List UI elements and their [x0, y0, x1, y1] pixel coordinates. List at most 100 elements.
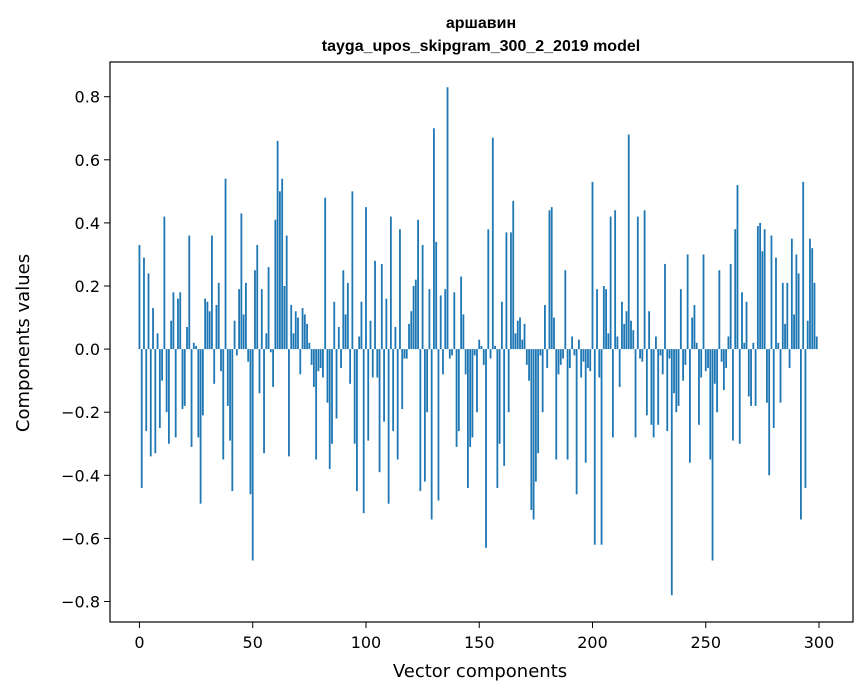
bar	[652, 349, 655, 438]
bar	[283, 286, 286, 350]
bar	[206, 301, 209, 350]
bar	[317, 349, 320, 372]
bar	[745, 301, 748, 350]
bar	[405, 349, 408, 359]
bar	[799, 349, 802, 520]
bar	[682, 349, 685, 381]
bars-group	[138, 87, 818, 596]
bar	[564, 270, 567, 350]
bar	[383, 349, 385, 422]
bar	[580, 349, 583, 378]
bar	[437, 349, 440, 501]
bar	[426, 349, 429, 413]
bar	[165, 349, 168, 413]
x-tick-label: 300	[804, 633, 835, 652]
bar	[299, 349, 302, 375]
bar	[158, 349, 161, 428]
bar	[319, 349, 322, 369]
bar	[172, 292, 175, 350]
bar	[414, 279, 417, 350]
bar	[790, 238, 793, 350]
bar	[725, 349, 728, 369]
bar	[333, 301, 336, 350]
bar	[138, 244, 141, 350]
x-tick-label: 200	[577, 633, 608, 652]
bar	[274, 219, 277, 350]
bar	[804, 349, 807, 488]
bar	[643, 210, 646, 350]
bar	[650, 349, 653, 425]
bar	[519, 317, 521, 350]
y-tick-label: 0.0	[75, 340, 100, 359]
bar	[578, 339, 580, 350]
bar	[226, 349, 229, 406]
bar	[566, 349, 569, 460]
bar	[521, 339, 524, 350]
bar	[729, 263, 732, 350]
bar	[573, 349, 576, 356]
bar	[267, 267, 270, 350]
bar	[795, 254, 798, 350]
bar	[278, 191, 281, 350]
bar	[163, 216, 166, 350]
bar	[448, 349, 451, 359]
bar	[204, 298, 207, 350]
bar	[297, 317, 299, 350]
bar	[260, 289, 263, 350]
bar	[584, 349, 587, 463]
bar	[623, 323, 626, 350]
bar	[444, 289, 447, 350]
bar	[412, 286, 415, 350]
bar	[659, 349, 662, 356]
bar	[331, 349, 333, 444]
bar	[453, 292, 456, 350]
bar	[238, 289, 241, 350]
bar	[707, 349, 709, 369]
bar	[494, 345, 496, 350]
bar	[754, 349, 757, 406]
x-tick-label: 0	[134, 633, 144, 652]
bar	[779, 349, 782, 403]
bar	[478, 339, 481, 350]
bar	[627, 134, 630, 350]
bar	[670, 349, 673, 596]
bar	[367, 349, 370, 441]
bar	[575, 349, 578, 495]
bar	[641, 349, 644, 362]
bar	[781, 282, 784, 350]
bar	[711, 349, 714, 561]
bar	[756, 226, 759, 350]
bar	[378, 349, 381, 473]
bar	[208, 311, 211, 350]
bar	[589, 349, 592, 372]
bar	[768, 349, 771, 476]
bar	[704, 349, 707, 372]
bar	[614, 210, 617, 350]
bar	[503, 349, 506, 466]
bar	[813, 282, 816, 350]
bar	[335, 349, 338, 419]
bar	[179, 292, 182, 350]
bar	[546, 349, 549, 369]
bar	[410, 311, 413, 350]
bar	[539, 349, 542, 356]
bar	[611, 349, 614, 438]
bar	[442, 349, 444, 375]
bar	[736, 185, 739, 350]
bar	[616, 336, 619, 350]
bar	[713, 349, 716, 384]
bar	[170, 320, 173, 350]
bar	[489, 349, 492, 359]
bar	[596, 289, 598, 350]
bar	[322, 349, 324, 378]
bar	[417, 219, 419, 350]
bar	[229, 349, 231, 441]
bar	[709, 349, 712, 460]
bar	[460, 276, 463, 350]
bar	[766, 349, 768, 403]
bar	[639, 349, 641, 359]
bar	[220, 349, 222, 372]
bar	[265, 333, 268, 350]
bar	[775, 257, 777, 350]
x-ticks-group: 0 50 100 150 200 250 300	[134, 622, 834, 652]
